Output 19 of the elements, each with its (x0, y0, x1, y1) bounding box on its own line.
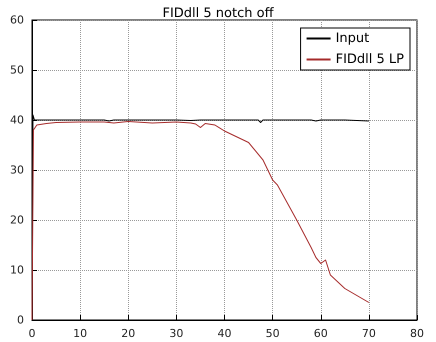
x-tick-label: 0 (28, 327, 36, 340)
y-tick-label: 60 (10, 14, 24, 26)
y-tick-label: 20 (10, 214, 24, 226)
y-tick-label: 50 (10, 64, 24, 76)
chart-title: FIDdll 5 notch off (162, 6, 275, 21)
y-tick-label: 40 (10, 114, 24, 126)
x-tick-label: 70 (362, 327, 376, 340)
x-tick-label: 40 (218, 327, 232, 340)
legend-label: Input (336, 31, 370, 46)
x-tick-label: 60 (314, 327, 328, 340)
y-tick-label: 0 (17, 314, 24, 326)
y-tick-label: 10 (10, 264, 24, 276)
x-tick-label: 20 (121, 327, 136, 340)
x-tick-label: 80 (410, 327, 424, 340)
x-tick-label: 30 (169, 327, 184, 340)
legend-label: FIDdll 5 LP (336, 52, 404, 67)
x-tick-label: 10 (73, 327, 88, 340)
x-tick-label: 50 (266, 327, 280, 340)
y-tick-label: 30 (10, 164, 24, 176)
